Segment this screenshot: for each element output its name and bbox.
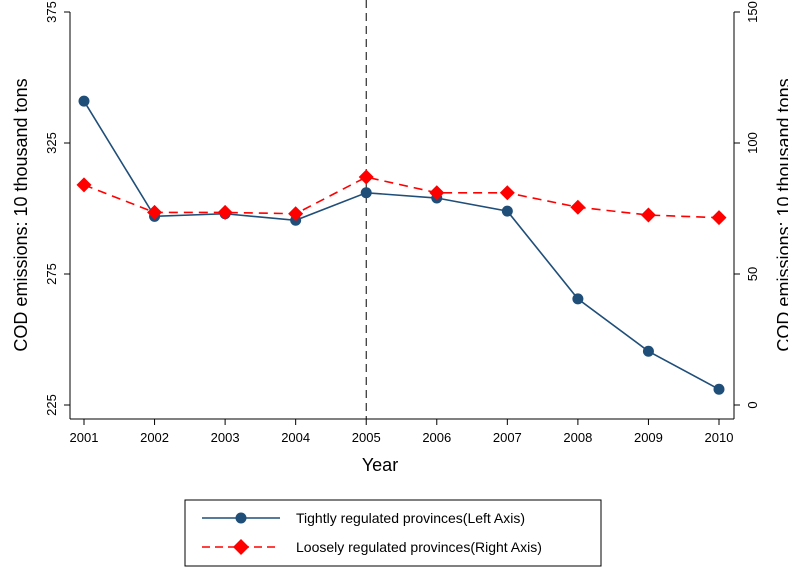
data-point-loose: [76, 177, 92, 193]
right-y-tick-label: 50: [745, 267, 760, 281]
data-point-loose: [217, 204, 233, 220]
data-point-loose: [429, 185, 445, 201]
x-axis-title: Year: [362, 455, 398, 475]
right-y-ticks: 0 50 100 150: [734, 1, 760, 409]
x-ticks: 2001 2002 2003 2004 2005 2006 2007 2008 2009 2010: [70, 419, 734, 445]
x-tick-label: 2004: [281, 430, 310, 445]
data-point-tight: [501, 205, 513, 217]
left-y-tick-label: 225: [44, 394, 59, 416]
legend-label-loose: Loosely regulated provinces(Right Axis): [296, 539, 542, 555]
axes: [69, 12, 735, 420]
x-tick-label: 2005: [352, 430, 381, 445]
x-tick-label: 2007: [493, 430, 522, 445]
right-y-axis-title: COD emissions: 10 thousand tons: [774, 78, 788, 351]
data-point-loose: [640, 207, 656, 223]
data-point-loose: [570, 199, 586, 215]
x-tick-label: 2009: [634, 430, 663, 445]
x-tick-label: 2008: [563, 430, 592, 445]
series-line-loose: [83, 176, 720, 219]
x-tick-label: 2010: [705, 430, 734, 445]
data-point-loose: [147, 204, 163, 220]
data-point-loose: [358, 169, 374, 185]
x-tick-label: 2006: [422, 430, 451, 445]
legend-label-tight: Tightly regulated provinces(Left Axis): [296, 510, 525, 526]
data-point-tight: [572, 293, 584, 305]
data-point-tight: [360, 187, 372, 199]
series-layer: [76, 95, 727, 395]
left-y-ticks: 225 275 325 375: [44, 1, 70, 416]
legend-box: [184, 499, 602, 567]
data-point-loose: [711, 210, 727, 226]
left-y-tick-label: 325: [44, 132, 59, 154]
data-point-loose: [499, 185, 515, 201]
legend-marker-loose: [233, 539, 249, 555]
x-tick-label: 2001: [70, 430, 99, 445]
legend: Tightly regulated provinces(Left Axis) L…: [184, 499, 602, 567]
left-y-tick-label: 275: [44, 263, 59, 285]
legend-marker-tight: [235, 512, 247, 524]
data-point-tight: [78, 95, 90, 107]
x-tick-label: 2002: [140, 430, 169, 445]
data-point-tight: [642, 345, 654, 357]
left-y-tick-label: 375: [44, 1, 59, 23]
left-y-axis-title: COD emissions: 10 thousand tons: [11, 78, 31, 351]
data-point-loose: [288, 206, 304, 222]
data-point-tight: [713, 383, 725, 395]
x-tick-label: 2003: [211, 430, 240, 445]
series-line-tight: [83, 100, 720, 390]
right-y-tick-label: 150: [745, 1, 760, 23]
right-y-tick-label: 0: [745, 401, 760, 408]
right-y-tick-label: 100: [745, 132, 760, 154]
